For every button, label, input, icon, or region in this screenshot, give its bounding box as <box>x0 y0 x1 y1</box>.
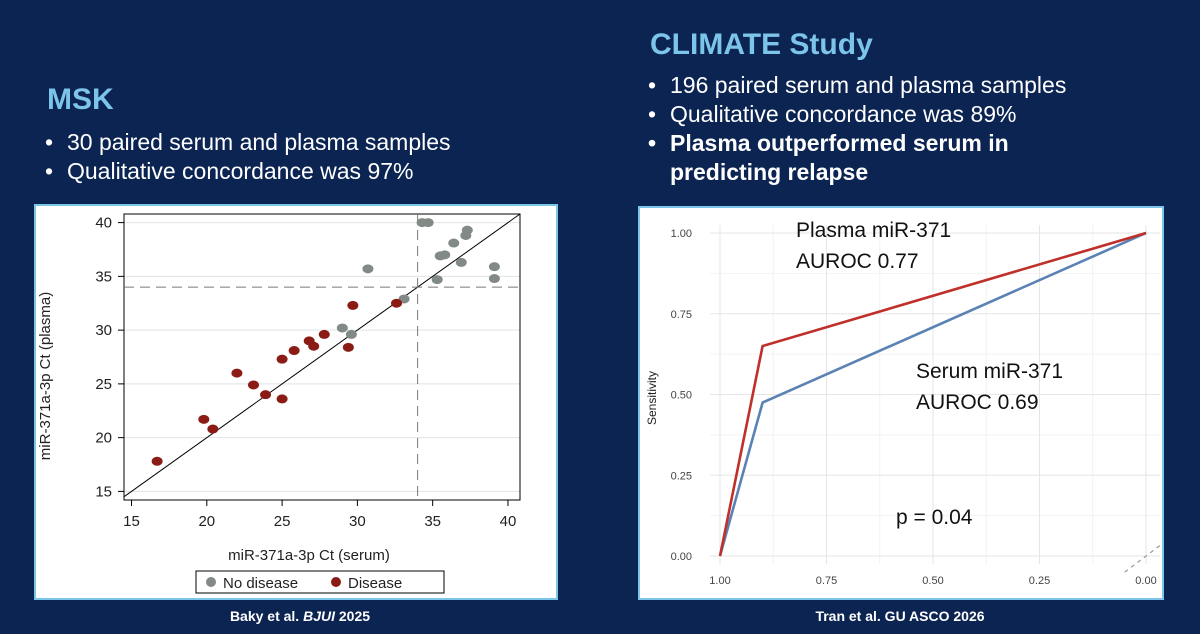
disease-point <box>247 380 259 390</box>
disease-point <box>151 456 163 466</box>
disease-point <box>276 354 288 364</box>
disease-point <box>308 341 320 351</box>
scatter-x-tick-label: 25 <box>274 513 291 530</box>
roc-chance-line <box>1124 543 1162 573</box>
roc-x-tick-label: 0.00 <box>1135 575 1156 587</box>
right-bullets: 196 paired serum and plasma samples Qual… <box>648 71 1066 187</box>
left-citation-journal: BJUI <box>303 608 335 624</box>
no-disease-point <box>455 257 467 267</box>
roc-x-tick-label: 0.50 <box>922 575 943 587</box>
right-bullet-2: Qualitative concordance was 89% <box>648 100 1066 129</box>
scatter-y-tick-label: 30 <box>95 322 112 339</box>
plasma-annotation-line2: AUROC 0.77 <box>796 250 919 273</box>
p-value-annotation: p = 0.04 <box>896 506 973 529</box>
scatter-plot-frame <box>123 213 521 501</box>
identity-line <box>123 213 521 498</box>
scatter-y-tick-label: 20 <box>95 430 112 447</box>
scatter-y-tick-label: 40 <box>95 215 112 232</box>
disease-point <box>231 368 243 378</box>
roc-y-tick-label: 0.75 <box>671 309 692 321</box>
roc-y-tick-label: 1.00 <box>671 228 692 240</box>
legend-no-disease-label: No disease <box>223 575 298 592</box>
left-bullets: 30 paired serum and plasma samples Quali… <box>45 128 451 186</box>
roc-panel: 0.00 0.25 0.50 0.75 1.00 1.00 0.75 0.50 0.25 0.00… <box>638 206 1164 600</box>
scatter-y-tick-label: 15 <box>95 483 112 500</box>
left-bullet-2: Qualitative concordance was 97% <box>45 157 451 186</box>
scatter-x-label: miR-371a-3p Ct (serum) <box>228 547 390 564</box>
scatter-chart: 15 20 25 30 35 40 15 20 25 30 35 40 miR-371a-3p Ct … <box>37 213 521 594</box>
disease-point <box>260 390 272 400</box>
disease-point <box>318 329 330 339</box>
plasma-roc-curve <box>718 231 1147 557</box>
legend-disease-label: Disease <box>348 575 402 592</box>
roc-y-label: Sensitivity <box>645 371 659 425</box>
legend-no-disease-marker <box>206 577 216 587</box>
serum-roc-curve <box>718 231 1147 557</box>
scatter-x-tick-label: 20 <box>198 513 215 530</box>
disease-point <box>207 424 219 434</box>
scatter-x-tick-label: 40 <box>500 513 517 530</box>
no-disease-point <box>488 274 500 284</box>
roc-y-tick-label: 0.25 <box>671 470 692 482</box>
no-disease-point <box>488 262 500 272</box>
no-disease-point <box>448 238 460 248</box>
no-disease-point <box>362 264 374 274</box>
disease-point <box>288 346 300 356</box>
scatter-y-tick-label: 35 <box>95 268 112 285</box>
plasma-annotation-line1: Plasma miR-371 <box>796 219 951 242</box>
roc-y-tick-label: 0.00 <box>671 551 692 563</box>
disease-point <box>342 342 354 352</box>
right-bullet-3: Plasma outperformed serum in predicting … <box>648 129 1066 187</box>
scatter-y-label: miR-371a-3p Ct (plasma) <box>37 292 54 460</box>
left-citation: Baky et al. BJUI 2025 <box>229 608 371 624</box>
disease-point <box>347 300 359 310</box>
no-disease-point <box>422 218 434 228</box>
scatter-x-tick-label: 35 <box>424 513 441 530</box>
roc-chart: 0.00 0.25 0.50 0.75 1.00 1.00 0.75 0.50 0.25 0.00… <box>645 219 1162 587</box>
right-bullet-1: 196 paired serum and plasma samples <box>648 71 1066 100</box>
roc-x-tick-label: 0.25 <box>1029 575 1050 587</box>
scatter-x-tick-label: 30 <box>349 513 366 530</box>
no-disease-point <box>461 225 473 235</box>
no-disease-point <box>431 275 443 285</box>
disease-point <box>276 394 288 404</box>
roc-x-tick-label: 1.00 <box>709 575 730 587</box>
disease-point <box>391 298 403 308</box>
disease-point <box>198 414 210 424</box>
right-heading: CLIMATE Study <box>650 28 873 61</box>
no-disease-point <box>439 250 451 260</box>
no-disease-point <box>336 323 348 333</box>
scatter-x-tick-label: 15 <box>123 513 140 530</box>
scatter-y-tick-label: 25 <box>95 376 112 393</box>
serum-annotation-line2: AUROC 0.69 <box>916 391 1039 414</box>
right-bullet-3-line1: Plasma outperformed serum in <box>670 130 1009 156</box>
serum-annotation-line1: Serum miR-371 <box>916 360 1063 383</box>
legend-disease-marker <box>331 577 341 587</box>
roc-x-tick-label: 0.75 <box>816 575 837 587</box>
right-citation: Tran et al. GU ASCO 2026 <box>815 608 985 624</box>
no-disease-point <box>345 329 357 339</box>
scatter-panel: 15 20 25 30 35 40 15 20 25 30 35 40 miR-371a-3p Ct … <box>34 204 558 600</box>
left-heading: MSK <box>47 83 114 116</box>
right-bullet-3-line2: predicting relapse <box>670 159 869 185</box>
left-bullet-1: 30 paired serum and plasma samples <box>45 128 451 157</box>
scatter-legend: No disease Disease <box>195 570 445 594</box>
roc-y-tick-label: 0.50 <box>671 390 692 402</box>
